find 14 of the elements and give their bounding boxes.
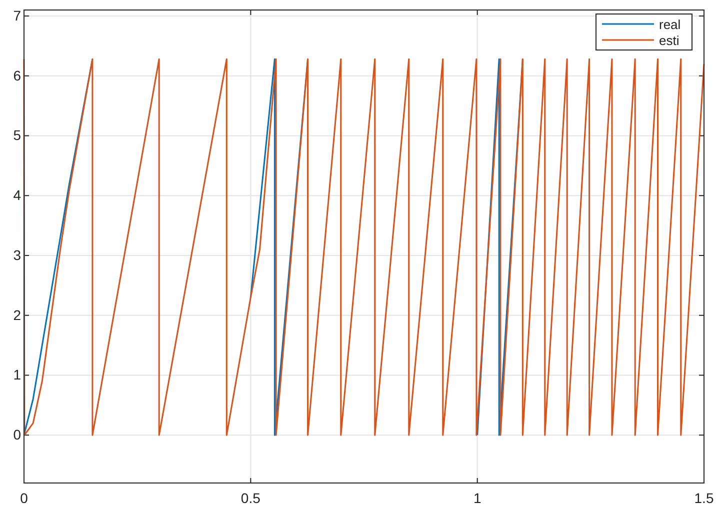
y-tick-label: 2 [13,306,22,323]
x-tick-label: 1.5 [694,490,714,506]
x-tick-label: 0.5 [240,490,261,506]
x-tick-label: 1 [473,490,482,506]
y-tick-label: 0 [13,426,22,443]
y-tick-label: 3 [13,246,22,263]
y-tick-label: 1 [13,366,22,383]
line-series [23,58,705,436]
legend-label: real [659,17,681,32]
y-tick-label: 7 [13,7,22,24]
y-tick-label: 4 [13,187,22,204]
legend-label: esti [659,33,680,48]
y-tick-label: 6 [13,67,22,84]
y-tick-label: 5 [13,127,22,144]
